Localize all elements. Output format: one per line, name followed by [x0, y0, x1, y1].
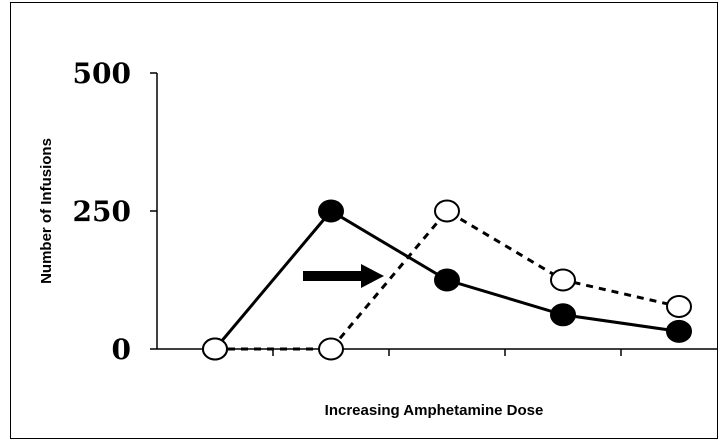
series-group [202, 199, 692, 361]
data-point-series-2 [666, 294, 692, 318]
annotation-arrow [303, 264, 384, 288]
y-tick-label: 500 [73, 57, 131, 90]
data-point-series-1 [550, 303, 576, 327]
data-point-series-2 [434, 199, 460, 223]
x-ticks [272, 349, 622, 356]
data-point-series-1 [434, 268, 460, 292]
series-line-2 [215, 209, 680, 351]
chart-frame [10, 2, 718, 439]
y-axis-title: Number of Infusions [38, 138, 55, 284]
y-tick-label: 250 [73, 195, 131, 228]
data-point-series-1 [318, 199, 344, 223]
data-point-series-1 [666, 319, 692, 343]
data-point-series-2 [202, 337, 228, 361]
y-ticks: 0 250 500 [73, 57, 157, 366]
x-axis-title: Increasing Amphetamine Dose [325, 402, 544, 419]
data-point-series-2 [550, 268, 576, 292]
y-tick-label: 0 [112, 333, 131, 366]
data-point-series-2 [318, 337, 344, 361]
arrow-shape [303, 264, 384, 288]
